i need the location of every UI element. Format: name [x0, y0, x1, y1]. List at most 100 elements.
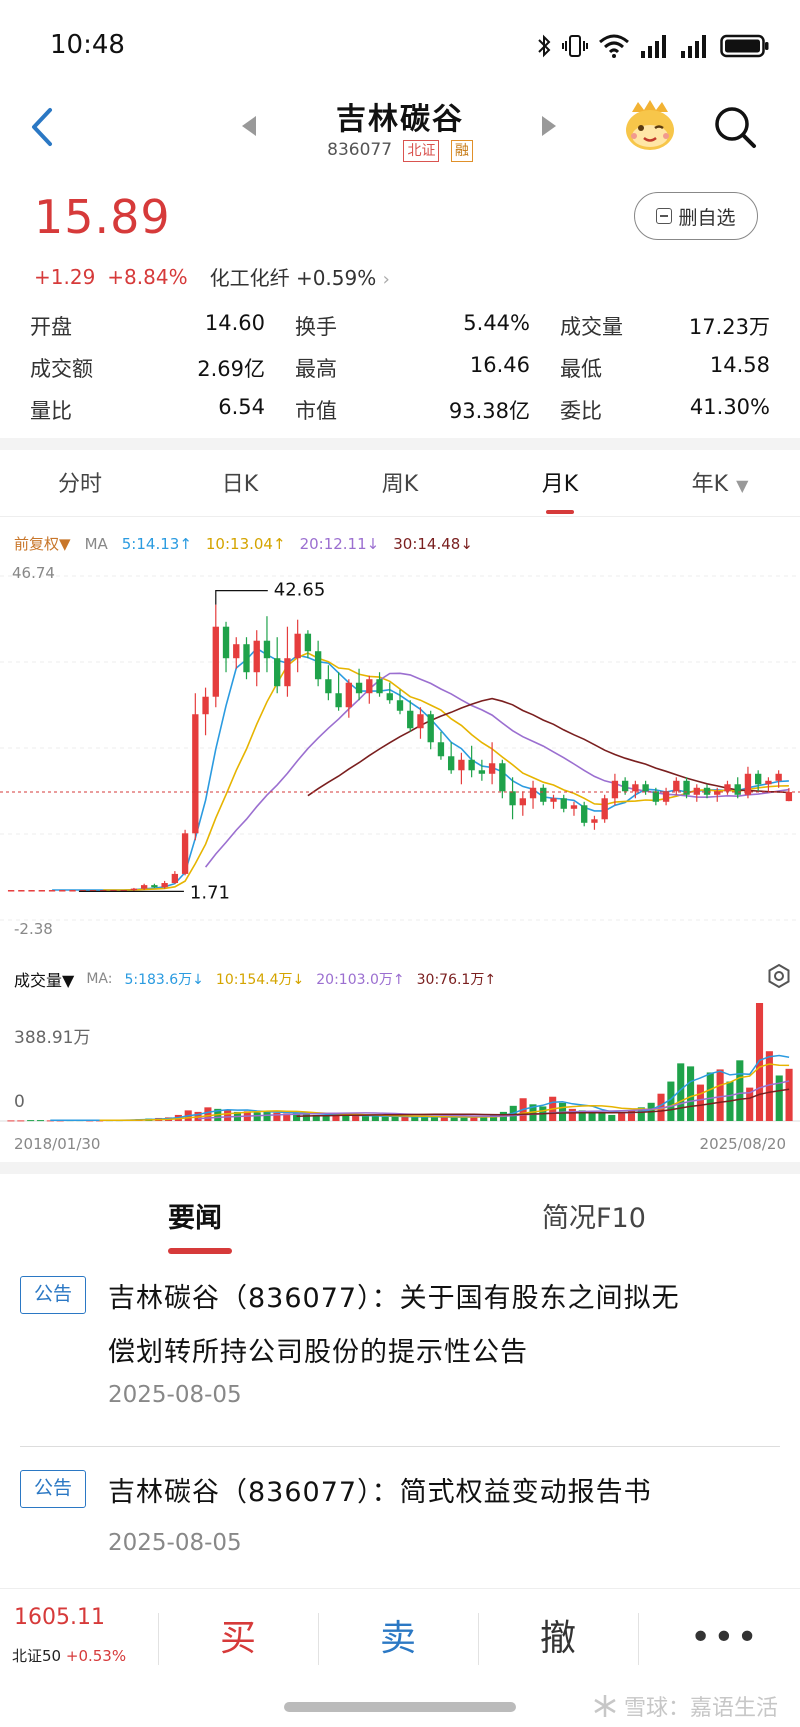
max-annotation: 42.65	[274, 580, 326, 601]
kline-chart[interactable]: 46.74 -2.38 42.65 1.71	[0, 560, 800, 950]
candle	[519, 791, 526, 816]
ma-title: MA	[84, 534, 108, 553]
back-icon[interactable]	[22, 102, 72, 152]
candle	[59, 890, 66, 892]
current-price: 15.89	[34, 190, 171, 244]
adjust-label: 前复权	[14, 535, 60, 553]
arrow-down-icon: ↓	[366, 534, 380, 553]
volume-bar	[401, 1116, 409, 1121]
stat-open: 开盘 14.60	[30, 311, 265, 339]
candle	[325, 665, 332, 701]
candle	[734, 777, 741, 799]
news-item[interactable]: 公告 吉林碳谷（836077）：关于国有股东之间拟无 偿划转所持公司股份的提示性…	[20, 1272, 780, 1432]
tab-monthly-k[interactable]: 月K	[480, 455, 640, 516]
vol-ma30-line	[296, 1088, 790, 1117]
candle	[714, 787, 721, 802]
tab-daily-k[interactable]: 日K	[221, 472, 259, 497]
candle	[673, 777, 680, 795]
candle	[703, 784, 711, 799]
sell-button[interactable]: 卖	[379, 1618, 416, 1659]
volume-bar	[696, 1084, 704, 1121]
section-divider	[0, 438, 800, 450]
volume-bar	[667, 1081, 675, 1121]
news-date: 2025-08-05	[108, 1382, 242, 1408]
tab-weekly-k[interactable]: 周K	[381, 472, 419, 497]
mascot-icon[interactable]	[622, 98, 678, 154]
candle	[304, 630, 312, 659]
home-indicator[interactable]	[284, 1702, 516, 1712]
news-item[interactable]: 公告 吉林碳谷（836077）：简式权益变动报告书 2025-08-05	[20, 1466, 780, 1576]
prev-stock-icon[interactable]	[240, 114, 258, 138]
watermark: 雪球：嘉语生活	[592, 1690, 778, 1722]
candle	[233, 637, 240, 669]
arrow-down-icon: ↓	[460, 534, 473, 553]
tab-yearly-k[interactable]: 年K ▼	[640, 455, 800, 516]
search-icon[interactable]	[710, 102, 760, 152]
stock-name: 吉林碳谷	[336, 102, 464, 137]
candle	[632, 780, 639, 799]
arrow-down-icon: ↓	[292, 972, 305, 988]
dropdown-triangle-icon: ▼	[59, 535, 71, 553]
max-annotation-leader	[215, 590, 268, 605]
candle	[335, 672, 342, 711]
wifi-icon	[599, 34, 629, 58]
dropdown-triangle-icon: ▼	[736, 476, 749, 495]
adjust-selector[interactable]: 前复权▼	[14, 533, 71, 554]
candle	[478, 759, 486, 781]
candle	[458, 752, 465, 785]
vol-ma10-value: 10:154.4万↓	[215, 972, 305, 988]
remove-favorite-button[interactable]: 删自选	[634, 192, 758, 240]
candle	[314, 640, 322, 687]
tab-intraday[interactable]: 分时	[57, 472, 102, 497]
buy-button[interactable]: 买	[219, 1618, 256, 1659]
exchange-tag: 北证	[403, 140, 440, 162]
status-time: 10:48	[50, 30, 125, 60]
settings-gear-icon[interactable]	[766, 963, 792, 989]
volume-bar	[568, 1108, 576, 1121]
candle	[540, 784, 547, 806]
more-icon[interactable]: •••	[690, 1617, 760, 1658]
cancel-order-button[interactable]: 撤	[539, 1618, 576, 1659]
candle	[151, 883, 158, 888]
sector-link[interactable]: 化工化纤 +0.59% ›	[210, 262, 390, 291]
candle	[28, 890, 35, 892]
volume-selector[interactable]: 成交量▼	[14, 967, 74, 991]
quote-stats: 开盘 14.60 换手 5.44% 成交量 17.23万 成交额 2.69亿 最高 16.…	[30, 305, 770, 431]
volume-chart[interactable]: 388.91万 0	[0, 995, 800, 1125]
stats-row: 成交额 2.69亿 最高 16.46 最低 14.58	[30, 347, 770, 389]
volume-bar	[706, 1072, 714, 1121]
candle	[202, 687, 209, 736]
candle	[509, 777, 516, 820]
change-line: +1.29 +8.84% 化工化纤 +0.59% ›	[34, 262, 390, 291]
candle	[345, 679, 353, 718]
candle	[212, 604, 219, 708]
candle	[376, 672, 383, 697]
candle	[693, 784, 700, 802]
candle	[560, 794, 567, 813]
volume-bar	[224, 1110, 232, 1121]
volume-bar	[17, 1120, 25, 1122]
arrow-up-icon: ↑	[484, 972, 497, 988]
candle	[284, 626, 291, 697]
next-stock-icon[interactable]	[540, 114, 558, 138]
volume-bar	[332, 1114, 340, 1121]
stock-header: 吉林碳谷 836077 北证 融	[0, 90, 800, 190]
candle	[765, 777, 772, 792]
tab-f10[interactable]: 简况F10	[542, 1203, 646, 1234]
volume-bar	[765, 1051, 773, 1121]
stat-amount: 成交额 2.69亿	[30, 357, 265, 381]
stock-code: 836077	[327, 140, 393, 160]
stats-row: 开盘 14.60 换手 5.44% 成交量 17.23万	[30, 305, 770, 347]
candle	[396, 689, 404, 715]
ma30-value: 30:14.48↓	[393, 534, 473, 553]
vibrate-icon	[562, 35, 588, 57]
candle	[222, 621, 230, 673]
candle	[181, 829, 189, 876]
candle	[724, 780, 731, 795]
arrow-down-icon: ↓	[192, 972, 204, 988]
volume-bar	[450, 1117, 458, 1121]
tab-news[interactable]: 要闻	[168, 1203, 222, 1234]
candle	[488, 742, 496, 785]
volume-bar	[598, 1113, 606, 1121]
vol-ma20-line	[198, 1080, 790, 1120]
